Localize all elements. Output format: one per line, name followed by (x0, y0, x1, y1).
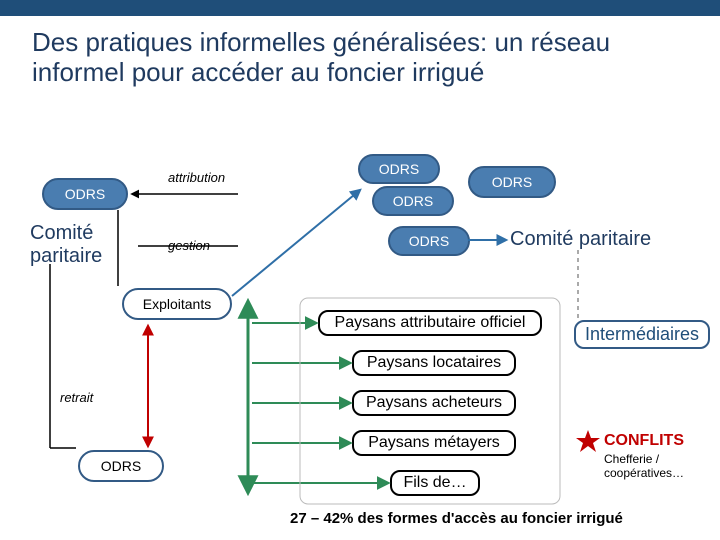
odrs-label: ODRS (492, 174, 532, 190)
box-text: Paysans attributaire officiel (335, 314, 526, 331)
retrait-label: retrait (60, 390, 93, 405)
odrs-label: ODRS (393, 193, 433, 209)
odrs-label: ODRS (379, 161, 419, 177)
odrs-pill-right: ODRS (468, 166, 556, 198)
intermediaires-box: Intermédiaires (574, 320, 710, 349)
odrs-pill-top: ODRS (358, 154, 440, 184)
odrs-label: ODRS (65, 186, 105, 202)
attribution-label: attribution (168, 170, 225, 185)
gestion-label: gestion (168, 238, 210, 253)
paysans-attributaire-box: Paysans attributaire officiel (318, 310, 542, 336)
comite-right-label: Comité paritaire (510, 228, 651, 251)
conflits-label: CONFLITS (604, 432, 684, 450)
odrs-pill-bottom: ODRS (78, 450, 164, 482)
star-icon (576, 430, 600, 452)
exploitants-label: Exploitants (143, 296, 211, 312)
box-text: Paysans acheteurs (366, 394, 502, 411)
filsde-box: Fils de… (390, 470, 480, 496)
paysans-acheteurs-box: Paysans acheteurs (352, 390, 516, 416)
page-title: Des pratiques informelles généralisées: … (32, 28, 672, 88)
odrs-label: ODRS (101, 458, 141, 474)
paysans-metayers-box: Paysans métayers (352, 430, 516, 456)
exploitants-pill: Exploitants (122, 288, 232, 320)
box-text: Paysans métayers (368, 434, 500, 451)
top-bar (0, 0, 720, 16)
odrs-pill-left: ODRS (42, 178, 128, 210)
odrs-pill-low: ODRS (388, 226, 470, 256)
comite-left-label: Comité paritaire (30, 222, 102, 268)
box-text: Intermédiaires (585, 324, 699, 344)
paysans-locataires-box: Paysans locataires (352, 350, 516, 376)
chefferie-label: Chefferie / coopératives… (604, 452, 714, 480)
footer-label: 27 – 42% des formes d'accès au foncier i… (290, 510, 623, 527)
box-text: Paysans locataires (367, 354, 501, 371)
box-text: Fils de… (403, 474, 466, 491)
odrs-label: ODRS (409, 233, 449, 249)
odrs-pill-mid: ODRS (372, 186, 454, 216)
